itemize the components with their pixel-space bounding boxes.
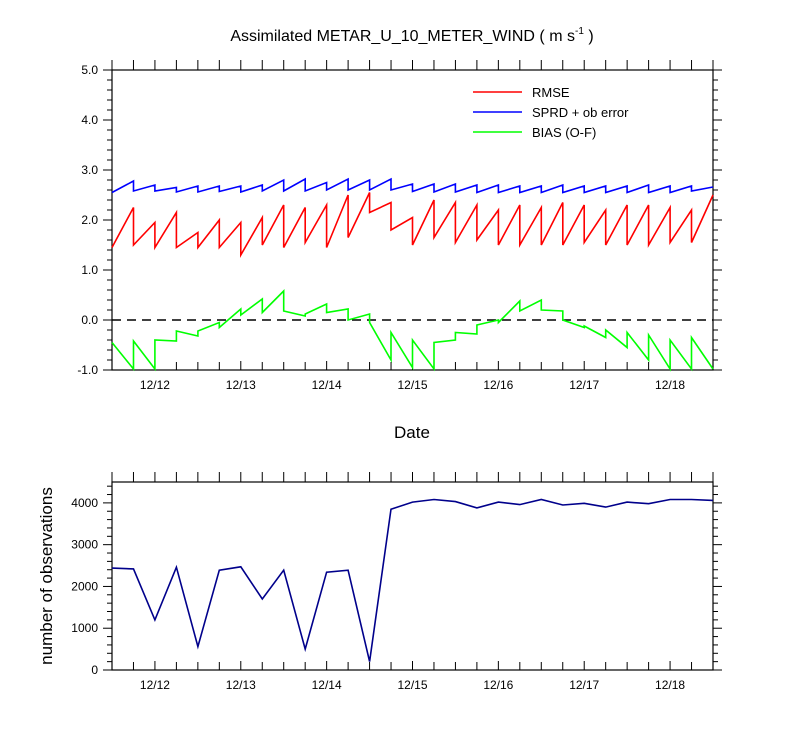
legend-label-bias: BIAS (O-F) xyxy=(532,125,596,140)
top-panel: 12/12 12/13 12/14 12/15 12/16 12/17 12/18 5.0 4.… xyxy=(77,60,722,392)
bottom-series-obs xyxy=(111,498,714,662)
top-ytick-label: 3.0 xyxy=(81,163,98,177)
top-xtick-label: 12/12 xyxy=(140,378,170,392)
bottom-ytick-label: 3000 xyxy=(71,538,98,552)
legend-label-sprd: SPRD + ob error xyxy=(532,105,629,120)
bottom-ylabel: number of observations xyxy=(37,487,56,665)
bottom-xtick-label: 12/12 xyxy=(140,678,170,692)
bottom-ytick-label: 2000 xyxy=(71,579,98,593)
top-ytick-label: -1.0 xyxy=(77,363,98,377)
bottom-ytick-label: 1000 xyxy=(71,621,98,635)
chart-title-units-exponent: -1 xyxy=(575,26,584,37)
bottom-xtick-label: 12/16 xyxy=(483,678,513,692)
bottom-ytick-label: 0 xyxy=(91,663,98,677)
legend-label-rmse: RMSE xyxy=(532,85,570,100)
top-xtick-label: 12/16 xyxy=(483,378,513,392)
top-xtick-label: 12/17 xyxy=(569,378,599,392)
chart-title-close: ) xyxy=(584,28,594,45)
bottom-xtick-label: 12/13 xyxy=(226,678,256,692)
legend: RMSE SPRD + ob error BIAS (O-F) xyxy=(473,85,629,140)
top-xtick-label: 12/13 xyxy=(226,378,256,392)
top-xtick-label: 12/15 xyxy=(397,378,427,392)
top-ytick-label: 4.0 xyxy=(81,113,98,127)
top-ytick-label: 2.0 xyxy=(81,213,98,227)
bottom-xtick-label: 12/14 xyxy=(312,678,342,692)
bottom-frame xyxy=(111,481,714,671)
bottom-xtick-label: 12/18 xyxy=(655,678,685,692)
chart-title: Assimilated METAR_U_10_METER_WIND ( m s-… xyxy=(230,26,593,45)
top-series-rmse xyxy=(111,192,714,259)
bottom-ytick-label: 4000 xyxy=(71,496,98,510)
bottom-panel: 12/12 12/13 12/14 12/15 12/16 12/17 12/18 4000 3… xyxy=(71,472,722,692)
top-ytick-label: 5.0 xyxy=(81,63,98,77)
chart-title-open: ( xyxy=(535,28,549,45)
top-xtick-label: 12/18 xyxy=(655,378,685,392)
bottom-xtick-label: 12/17 xyxy=(569,678,599,692)
top-series-bias xyxy=(111,289,714,372)
bottom-xtick-label: 12/15 xyxy=(397,678,427,692)
top-series-sprd xyxy=(111,177,714,194)
chart-title-main: Assimilated METAR_U_10_METER_WIND xyxy=(230,28,535,45)
top-xlabel: Date xyxy=(394,423,430,442)
top-ytick-label: 1.0 xyxy=(81,263,98,277)
top-xtick-label: 12/14 xyxy=(312,378,342,392)
chart-title-units: m s xyxy=(549,28,575,45)
top-ytick-label: 0.0 xyxy=(81,313,98,327)
